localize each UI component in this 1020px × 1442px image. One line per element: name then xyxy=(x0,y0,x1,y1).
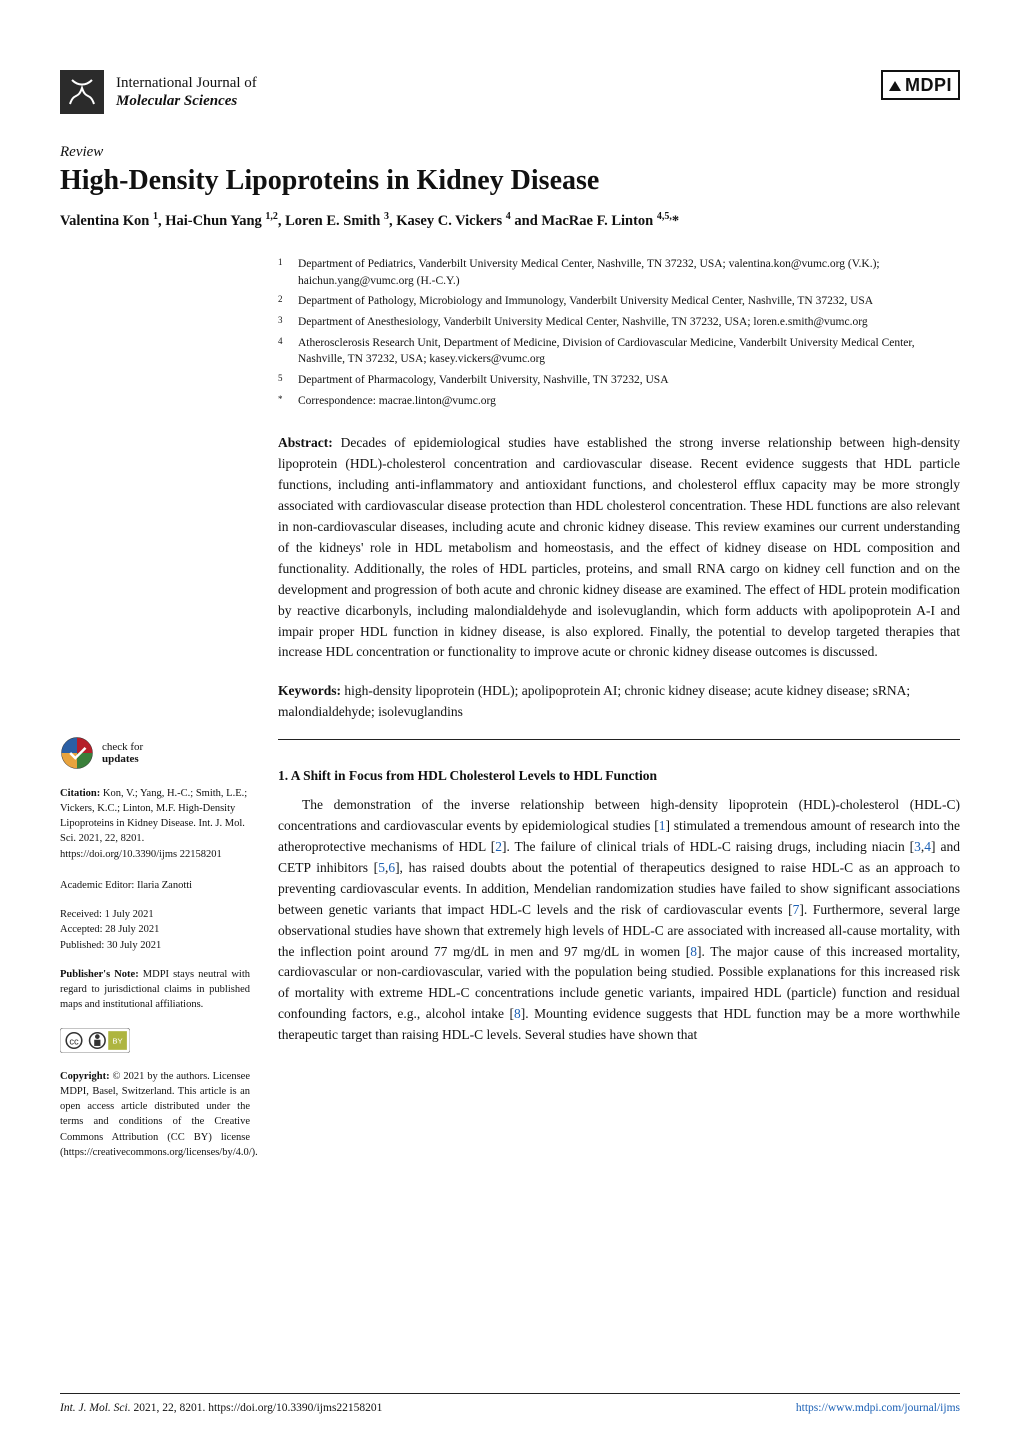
citation-label: Citation: xyxy=(60,788,100,799)
ref-8b[interactable]: 8 xyxy=(514,1006,521,1021)
abstract-label: Abstract: xyxy=(278,435,333,450)
affiliations-list: 1Department of Pediatrics, Vanderbilt Un… xyxy=(278,256,960,409)
pubnote-label: Publisher's Note: xyxy=(60,969,139,980)
copyright-label: Copyright: xyxy=(60,1071,110,1082)
footer-left: Int. J. Mol. Sci. 2021, 22, 8201. https:… xyxy=(60,1402,382,1414)
academic-editor: Academic Editor: Ilaria Zanotti xyxy=(60,878,250,893)
affiliation-item: *Correspondence: macrae.linton@vumc.org xyxy=(278,393,960,410)
ref-8[interactable]: 8 xyxy=(690,944,697,959)
abstract-text: Decades of epidemiological studies have … xyxy=(278,435,960,659)
check-updates-text: check for updates xyxy=(102,741,143,765)
journal-name-bottom: Molecular Sciences xyxy=(116,92,257,110)
check-updates-line2: updates xyxy=(102,753,139,765)
keywords-block: Keywords: high-density lipoprotein (HDL)… xyxy=(278,681,960,723)
affiliation-item: 5Department of Pharmacology, Vanderbilt … xyxy=(278,372,960,389)
svg-text:BY: BY xyxy=(112,1037,123,1046)
body-paragraph: The demonstration of the inverse relatio… xyxy=(278,795,960,1046)
dates-block: Received: 1 July 2021 Accepted: 28 July … xyxy=(60,907,250,953)
section-1-title: 1. A Shift in Focus from HDL Cholesterol… xyxy=(278,766,960,787)
two-column-layout: check for updates Citation: Kon, V.; Yan… xyxy=(60,256,960,1160)
journal-name-top: International Journal of xyxy=(116,74,257,92)
publishers-note: Publisher's Note: MDPI stays neutral wit… xyxy=(60,967,250,1013)
copyright-block: Copyright: © 2021 by the authors. Licens… xyxy=(60,1069,250,1160)
header-row: International Journal of Molecular Scien… xyxy=(60,70,960,114)
ref-2[interactable]: 2 xyxy=(495,839,502,854)
left-sidebar: check for updates Citation: Kon, V.; Yan… xyxy=(60,256,250,1160)
footer-journal: Int. J. Mol. Sci. xyxy=(60,1402,131,1414)
footer-url[interactable]: https://www.mdpi.com/journal/ijms xyxy=(796,1402,960,1414)
citation-block: Citation: Kon, V.; Yang, H.-C.; Smith, L… xyxy=(60,786,250,862)
mdpi-triangle-icon xyxy=(889,81,901,91)
authors-line: Valentina Kon 1, Hai-Chun Yang 1,2, Lore… xyxy=(60,211,960,230)
journal-block: International Journal of Molecular Scien… xyxy=(60,70,257,114)
footer-left-rest: 2021, 22, 8201. https://doi.org/10.3390/… xyxy=(131,1402,383,1414)
affiliation-item: 1Department of Pediatrics, Vanderbilt Un… xyxy=(278,256,960,289)
article-type: Review xyxy=(60,144,960,161)
ref-5[interactable]: 5 xyxy=(378,860,385,875)
check-updates-icon xyxy=(60,736,94,770)
mdpi-logo: MDPI xyxy=(881,70,960,100)
affiliation-item: 3Department of Anesthesiology, Vanderbil… xyxy=(278,314,960,331)
ref-3[interactable]: 3 xyxy=(914,839,921,854)
affiliation-item: 2Department of Pathology, Microbiology a… xyxy=(278,293,960,310)
journal-logo-icon xyxy=(60,70,104,114)
cc-by-icon: cc BY xyxy=(60,1028,130,1053)
date-accepted: Accepted: 28 July 2021 xyxy=(60,922,250,937)
date-published: Published: 30 July 2021 xyxy=(60,938,250,953)
article-title: High-Density Lipoproteins in Kidney Dise… xyxy=(60,165,960,197)
left-spacer xyxy=(60,256,250,736)
svg-text:cc: cc xyxy=(69,1037,79,1047)
keywords-text: high-density lipoprotein (HDL); apolipop… xyxy=(278,683,910,719)
main-column: 1Department of Pediatrics, Vanderbilt Un… xyxy=(278,256,960,1160)
copyright-text: © 2021 by the authors. Licensee MDPI, Ba… xyxy=(60,1071,258,1158)
check-for-updates[interactable]: check for updates xyxy=(60,736,250,770)
footer-right[interactable]: https://www.mdpi.com/journal/ijms xyxy=(796,1402,960,1414)
page-footer: Int. J. Mol. Sci. 2021, 22, 8201. https:… xyxy=(60,1393,960,1414)
cc-by-badge: cc BY xyxy=(60,1028,250,1058)
date-received: Received: 1 July 2021 xyxy=(60,907,250,922)
section-divider xyxy=(278,739,960,740)
journal-name: International Journal of Molecular Scien… xyxy=(116,74,257,110)
affiliation-item: 4Atherosclerosis Research Unit, Departme… xyxy=(278,335,960,368)
abstract-block: Abstract: Decades of epidemiological stu… xyxy=(278,433,960,663)
mdpi-text: MDPI xyxy=(905,75,952,96)
keywords-label: Keywords: xyxy=(278,683,341,698)
check-updates-line1: check for xyxy=(102,741,143,753)
